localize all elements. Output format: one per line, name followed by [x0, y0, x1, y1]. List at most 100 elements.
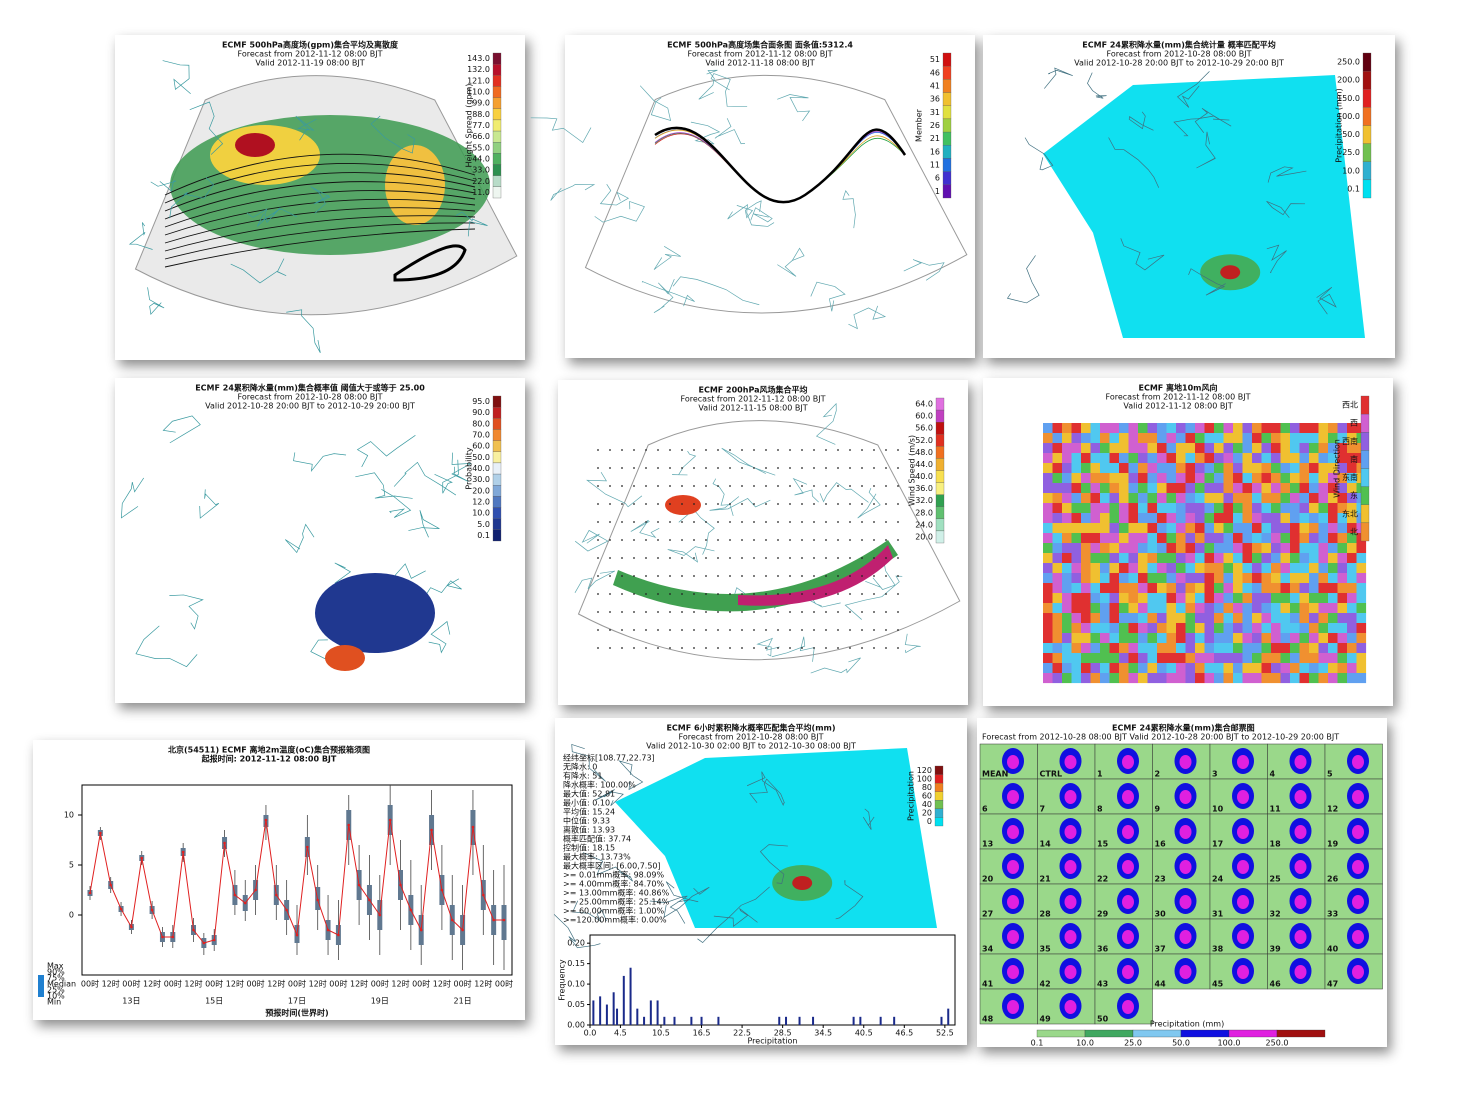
direction-cell — [1138, 643, 1148, 654]
wind-arrow — [885, 647, 887, 649]
bar — [636, 1008, 639, 1025]
colorbar-label: 40 — [922, 800, 932, 809]
stamp-rain — [1179, 790, 1192, 804]
direction-cell — [1166, 493, 1177, 504]
wind-arrow — [693, 575, 695, 577]
wind-arrow — [681, 593, 683, 595]
wind-arrow — [753, 485, 755, 487]
direction-cell — [1242, 463, 1253, 474]
colorbar-label: 32.0 — [915, 496, 933, 505]
direction-cell — [1090, 423, 1101, 434]
colorbar-label: 25.0 — [1342, 148, 1360, 157]
direction-cell — [1138, 513, 1148, 524]
direction-cell — [1318, 673, 1329, 684]
wind-arrow — [621, 467, 623, 469]
x-tick-label: 00时 — [288, 979, 306, 989]
direction-cell — [1157, 603, 1167, 614]
colorbar-cell — [942, 171, 952, 185]
bar — [852, 1016, 855, 1025]
colorbar-label: 110.0 — [467, 88, 490, 97]
direction-cell — [1347, 553, 1357, 564]
direction-cell — [1062, 563, 1072, 574]
direction-cell — [1223, 623, 1234, 634]
direction-cell — [1242, 673, 1253, 684]
wind-arrow — [861, 449, 863, 451]
x-tick-label: 22.5 — [733, 1029, 751, 1038]
colorbar-cell — [942, 145, 952, 159]
direction-cell — [1252, 473, 1262, 484]
direction-cell — [1195, 523, 1205, 534]
direction-cell — [1233, 513, 1243, 524]
direction-cell — [1337, 443, 1348, 454]
panel-title: Forecast from 2012-11-12 08:00 BJT — [688, 50, 833, 59]
colorbar-cell — [1362, 52, 1372, 72]
stamp-rain — [1007, 790, 1019, 804]
median-point — [357, 883, 361, 887]
direction-cell — [1318, 593, 1329, 604]
direction-cell — [1271, 423, 1281, 434]
wind-arrow — [645, 449, 647, 451]
wind-arrow — [705, 467, 707, 469]
direction-cell — [1043, 453, 1053, 464]
stat-line: 中位值: 9.33 — [563, 816, 610, 826]
direction-cell — [1290, 583, 1300, 594]
direction-cell — [1318, 553, 1329, 564]
direction-cell — [1204, 583, 1215, 594]
direction-cell — [1176, 643, 1186, 654]
direction-cell — [1071, 513, 1082, 524]
direction-cell — [1157, 473, 1167, 484]
bar — [656, 1000, 659, 1025]
direction-cell — [1166, 573, 1177, 584]
direction-cell — [1185, 623, 1196, 634]
stamp-rain — [1179, 825, 1192, 839]
wind-arrow — [609, 467, 611, 469]
wind-arrow — [801, 557, 803, 559]
direction-cell — [1185, 663, 1196, 674]
direction-cell — [1271, 483, 1281, 494]
direction-cell — [1261, 453, 1272, 464]
wind-arrow — [693, 521, 695, 523]
stamp-rain — [1007, 895, 1019, 909]
direction-cell — [1138, 603, 1148, 614]
direction-cell — [1337, 603, 1348, 614]
direction-cell — [1309, 563, 1319, 574]
direction-cell — [1166, 503, 1177, 514]
legend-label: 25% — [47, 986, 65, 995]
y-tick-label: 0 — [69, 911, 74, 920]
wind-arrow — [717, 539, 719, 541]
direction-cell — [1128, 583, 1139, 594]
direction-cell — [1052, 633, 1063, 644]
direction-cell — [1128, 503, 1139, 514]
colorbar-cell — [1360, 522, 1370, 542]
colorbar-cell — [492, 496, 502, 508]
colorbar-label: 50.0 — [1342, 130, 1360, 139]
stat-line: 无降水: 0 — [563, 762, 597, 772]
direction-cell — [1214, 553, 1224, 564]
stamp-label: 43 — [1097, 980, 1108, 989]
border-line — [199, 489, 220, 519]
direction-cell — [1309, 613, 1319, 624]
direction-cell — [1233, 483, 1243, 494]
direction-cell — [1071, 493, 1082, 504]
wind-arrow — [801, 521, 803, 523]
wind-arrow — [729, 467, 731, 469]
direction-cell — [1347, 533, 1357, 544]
wind-arrow — [645, 521, 647, 523]
direction-cell — [1081, 443, 1091, 454]
bar — [673, 1016, 676, 1025]
direction-cell — [1081, 513, 1091, 524]
direction-cell — [1337, 523, 1348, 534]
x-tick-label: 12时 — [391, 979, 409, 989]
contour — [164, 207, 476, 244]
border-line — [641, 280, 695, 307]
colorbar-cell — [1360, 395, 1370, 415]
direction-cell — [1299, 463, 1310, 474]
direction-cell — [1119, 573, 1129, 584]
direction-cell — [1214, 663, 1224, 674]
direction-cell — [1318, 453, 1329, 464]
direction-cell — [1157, 623, 1167, 634]
wind-arrow — [621, 593, 623, 595]
direction-cell — [1128, 573, 1139, 584]
stamp-rain — [1007, 755, 1019, 769]
